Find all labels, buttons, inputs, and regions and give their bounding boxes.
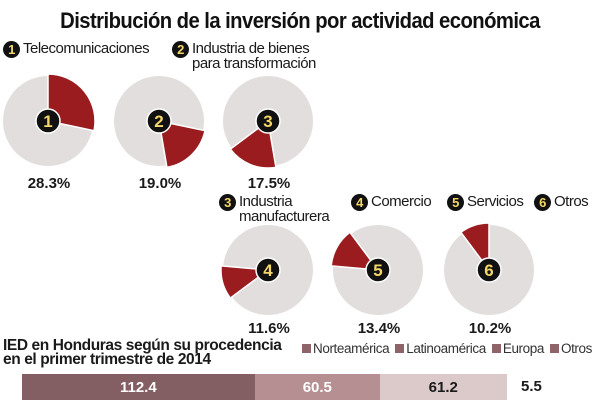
pie-number-badge-icon [35, 108, 61, 134]
number-badge-icon: 5 [447, 194, 464, 211]
pie-4: 4 [220, 225, 313, 315]
pie-number-badge-icon [255, 257, 281, 283]
category-label-1: 1 Telecomunicaciones [3, 40, 150, 58]
category-label-5: 5 Servicios [447, 193, 524, 211]
category-name: Otros [554, 193, 589, 210]
pie-wedge [330, 231, 380, 271]
number-badge-icon: 1 [3, 41, 20, 58]
pie-number-badge-icon [255, 108, 281, 134]
legend-label: Europa [502, 341, 545, 356]
pie-number-badge-icon [365, 257, 391, 283]
legend-swatch-icon [549, 344, 559, 353]
pie-value-label-3: 17.5% [247, 175, 291, 192]
number-badge-icon: 4 [351, 194, 368, 211]
pie-3: 3 [223, 76, 313, 169]
chart-title: Distribución de la inversión por activid… [60, 8, 540, 33]
pie-value-label-1: 28.3% [27, 175, 71, 192]
legend-label: Otros [560, 341, 592, 356]
bar-segment-latinoamerica: 60.5 [254, 374, 380, 400]
category-name: Comercio [371, 193, 432, 210]
category-label-6: 6 Otros [534, 193, 589, 211]
pie-number-label: 5 [373, 261, 382, 280]
legend-item-latinoamerica: Latinoamérica [395, 341, 486, 356]
legend-item-norteamerica: Norteamérica [302, 341, 390, 356]
bar-chart-title: IED en Honduras según su procedencia en … [3, 337, 282, 368]
bar-segment-europa: 61.2 [379, 374, 507, 400]
pie-number-label: 3 [263, 112, 272, 131]
pie-number-label: 1 [43, 112, 52, 131]
legend-item-europa: Europa [491, 341, 545, 356]
pie-5: 5 [330, 225, 423, 315]
legend-item-otros: Otros [549, 341, 592, 356]
category-name: Telecomunicaciones [23, 40, 150, 57]
legend-swatch-icon [491, 344, 501, 353]
category-label-3: 3 Industria manufacturera [219, 193, 330, 225]
pie-2: 2 [114, 76, 206, 169]
pie-number-badge-icon [476, 257, 502, 283]
category-name: Industria de bienes para transformación [192, 40, 316, 72]
bar-segment-norteamerica: 112.4 [22, 374, 255, 400]
pie-6: 6 [444, 222, 534, 315]
pie-value-label-6: 10.2% [468, 320, 512, 337]
number-badge-icon: 6 [534, 194, 551, 211]
stacked-bar: 112.4 60.5 61.2 [22, 374, 507, 400]
pie-wedge [459, 222, 490, 273]
category-label-4: 4 Comercio [351, 193, 432, 211]
legend-label: Latinoamérica [406, 341, 486, 356]
pie-number-label: 6 [484, 261, 493, 280]
category-name: Servicios [467, 193, 524, 210]
pie-wedge [158, 120, 206, 169]
pie-number-label: 2 [154, 112, 163, 131]
bar-segment-otros-label: 5.5 [521, 378, 542, 395]
number-badge-icon: 2 [172, 41, 189, 58]
pie-number-label: 4 [263, 261, 273, 280]
legend-swatch-icon [302, 344, 311, 353]
pie-number-badge-icon [146, 108, 172, 134]
category-name: Industria manufacturera [239, 193, 330, 225]
category-label-2: 2 Industria de bienes para transformació… [172, 41, 316, 71]
pie-value-label-2: 19.0% [138, 175, 182, 192]
pie-value-label-5: 13.4% [357, 320, 401, 337]
legend-label: Norteamérica [313, 341, 390, 356]
pie-value-label-4: 11.6% [248, 320, 290, 337]
number-badge-icon: 3 [219, 194, 236, 211]
legend-swatch-icon [395, 344, 405, 353]
bar-legend: Norteamérica Latinoamérica Europa Otros [302, 341, 598, 356]
pie-1: 1 [3, 73, 96, 166]
